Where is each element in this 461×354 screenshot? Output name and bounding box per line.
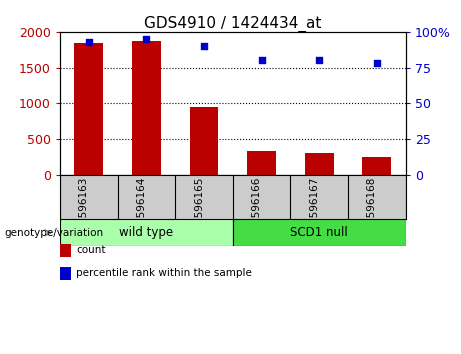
Text: GSM596165: GSM596165 [194,177,204,240]
Text: percentile rank within the sample: percentile rank within the sample [76,268,252,278]
Point [142,36,150,42]
Text: GSM596164: GSM596164 [136,177,146,240]
Bar [305,153,334,175]
Text: genotype/variation: genotype/variation [5,228,104,238]
Text: wild type: wild type [119,226,173,239]
Bar [189,107,219,175]
Bar [60,219,233,246]
Bar [362,157,391,175]
Text: GSM596167: GSM596167 [309,177,319,240]
Text: GSM596163: GSM596163 [79,177,89,240]
Bar [233,219,406,246]
Bar [74,42,103,175]
Text: GSM596166: GSM596166 [252,177,262,240]
Point [200,43,207,49]
Text: SCD1 null: SCD1 null [290,226,348,239]
Point [373,61,381,66]
Title: GDS4910 / 1424434_at: GDS4910 / 1424434_at [144,16,321,32]
Text: count: count [76,245,106,255]
Point [315,58,323,63]
Bar [132,41,161,175]
Point [85,39,92,45]
Bar [247,151,276,175]
Point [258,58,266,63]
Text: GSM596168: GSM596168 [367,177,377,240]
